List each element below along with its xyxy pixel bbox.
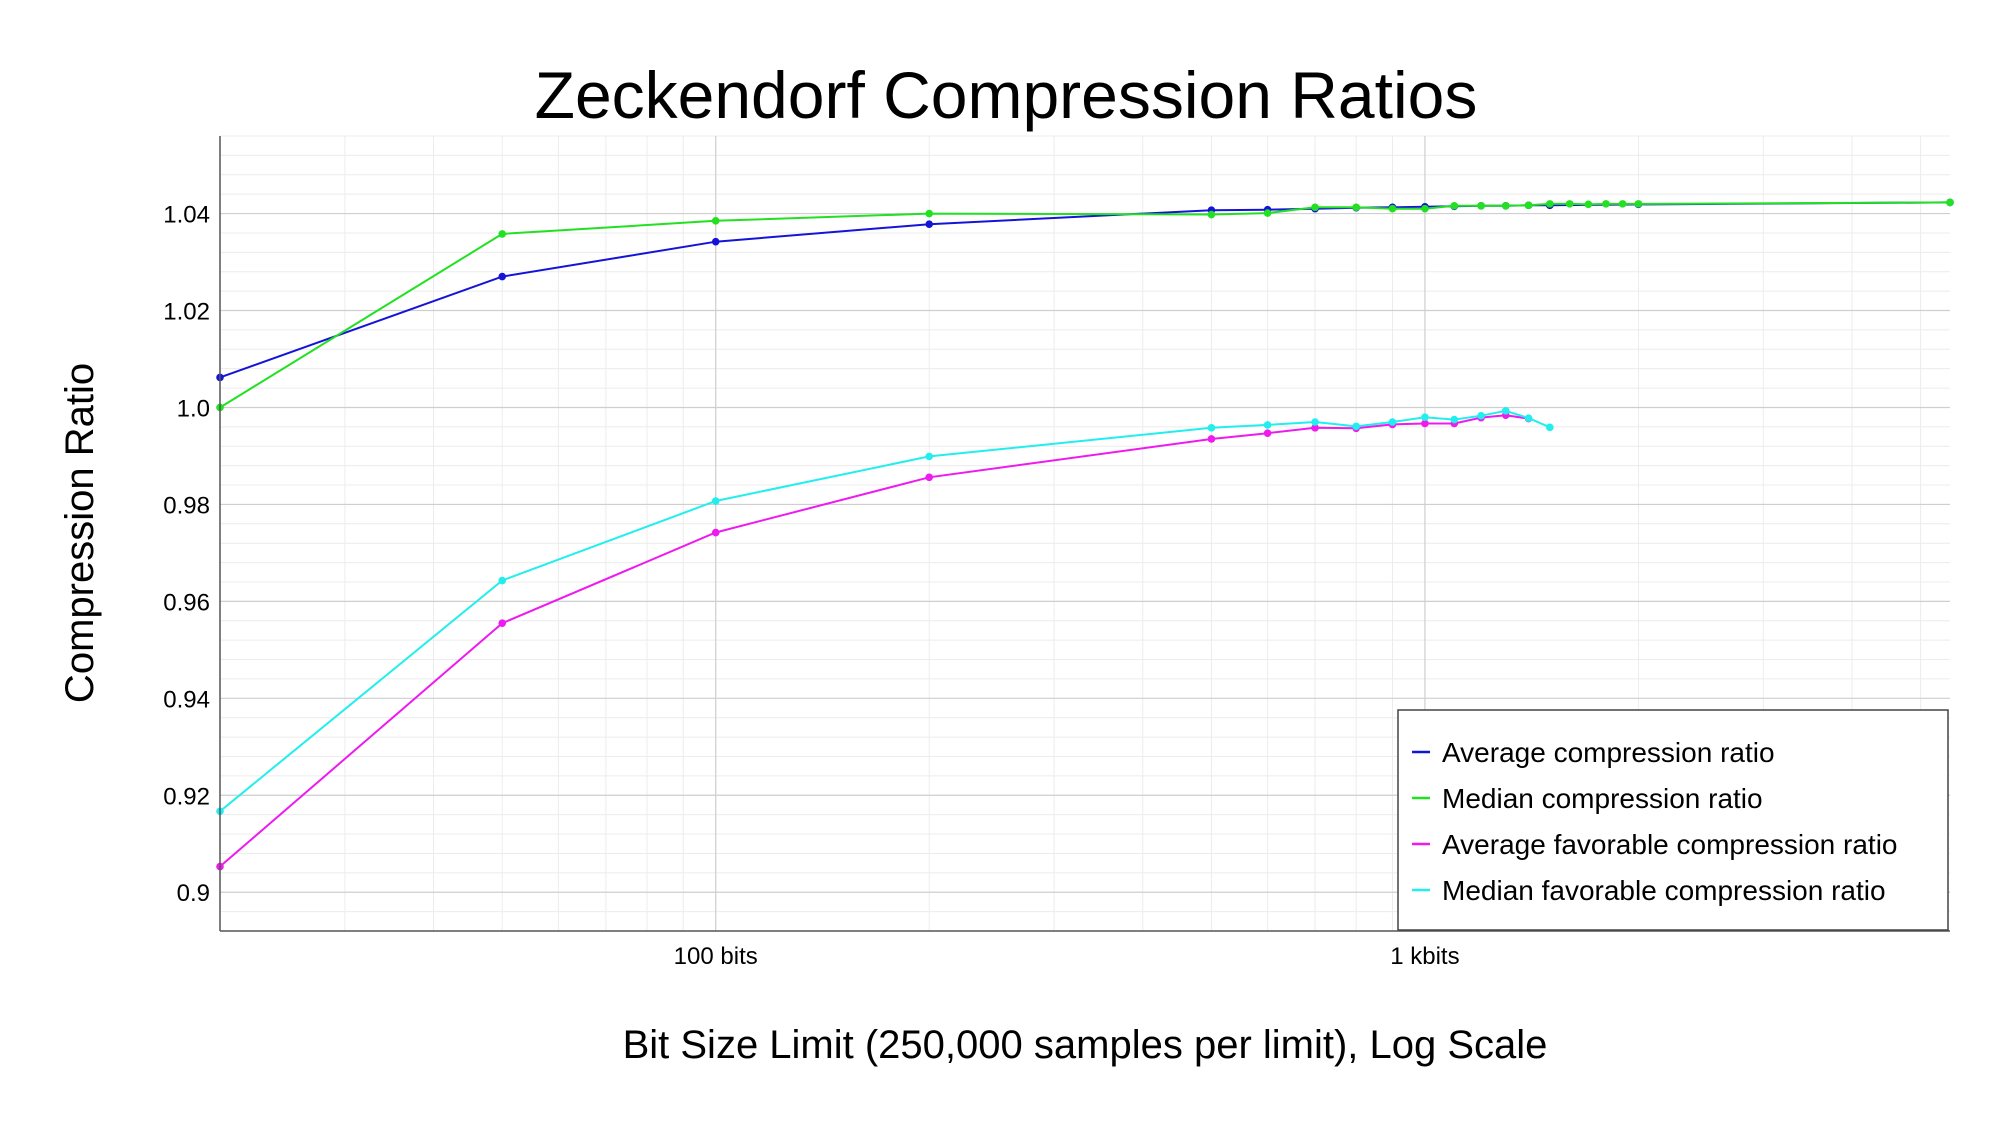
data-point — [1263, 209, 1272, 217]
data-point — [1450, 415, 1459, 424]
data-point — [1946, 198, 1954, 207]
data-point — [1388, 204, 1397, 213]
legend-box — [1397, 709, 1949, 931]
data-point — [1207, 424, 1216, 432]
data-point — [1565, 200, 1574, 208]
y-tick-label: 1.02 — [163, 299, 210, 326]
data-point — [1450, 202, 1459, 210]
y-tick-label: 0.96 — [163, 589, 210, 616]
data-point — [1501, 407, 1510, 415]
data-point — [1524, 414, 1533, 422]
plot-area — [216, 135, 1954, 932]
data-point — [498, 576, 507, 585]
data-point — [1207, 435, 1216, 443]
data-point — [1207, 210, 1216, 219]
series-line — [219, 414, 1529, 868]
data-point — [1388, 418, 1397, 426]
data-point — [1311, 424, 1319, 432]
data-point — [1546, 200, 1554, 208]
y-tick-label: 0.92 — [163, 783, 210, 810]
data-point — [711, 237, 720, 246]
y-tick-label: 0.98 — [163, 492, 210, 519]
data-point — [1634, 200, 1643, 208]
data-point — [498, 230, 507, 238]
data-point — [1618, 200, 1627, 208]
legend-item: Median favorable compression ratio — [1412, 875, 1886, 906]
y-tick-label: 0.94 — [163, 686, 210, 713]
data-point — [1311, 203, 1319, 212]
series-4 — [216, 407, 1554, 816]
data-point — [925, 452, 934, 461]
legend-label: Median compression ratio — [1442, 783, 1763, 814]
y-tick-labels: 0.9 0.92 0.94 0.96 0.98 1.0 1.02 1.04 — [163, 202, 210, 908]
data-point — [1524, 201, 1533, 210]
legend-item: Average compression ratio — [1412, 737, 1775, 768]
legend-label: Average compression ratio — [1442, 737, 1775, 768]
data-point — [1477, 202, 1485, 210]
data-point — [711, 497, 720, 505]
data-point — [1546, 423, 1554, 432]
data-point — [1421, 419, 1429, 428]
data-point — [1602, 200, 1610, 208]
data-point — [1263, 421, 1272, 429]
data-point — [1501, 202, 1510, 210]
data-point — [711, 217, 720, 225]
x-axis-label: Bit Size Limit (250,000 samples per limi… — [623, 1023, 1548, 1067]
legend-item: Average favorable compression ratio — [1412, 829, 1898, 860]
legend-item: Median compression ratio — [1412, 783, 1763, 814]
data-point — [498, 272, 507, 281]
data-point — [1421, 204, 1429, 213]
x-tick-label: 100 bits — [674, 943, 758, 970]
data-point — [498, 619, 507, 627]
y-tick-label: 1.04 — [163, 202, 210, 229]
data-point — [1263, 429, 1272, 437]
data-point — [1311, 418, 1319, 426]
y-tick-label: 1.0 — [177, 395, 210, 422]
data-point — [925, 473, 934, 482]
data-point — [925, 220, 934, 229]
y-tick-label: 0.9 — [177, 880, 210, 907]
data-point — [925, 209, 934, 218]
data-point — [1352, 422, 1360, 431]
data-point — [1477, 411, 1485, 420]
x-tick-labels: 100 bits 1 kbits — [674, 943, 1460, 970]
series-layer — [216, 198, 1954, 871]
data-point — [1584, 200, 1593, 209]
data-point — [1421, 413, 1429, 421]
legend: Average compression ratio Median compress… — [1397, 709, 1949, 931]
data-point — [1352, 203, 1360, 212]
legend-label: Median favorable compression ratio — [1442, 875, 1886, 906]
series-2 — [216, 198, 1954, 412]
chart-title: Zeckendorf Compression Ratios — [535, 58, 1478, 132]
x-tick-label: 1 kbits — [1390, 943, 1459, 970]
y-axis-label: Compression Ratio — [58, 363, 102, 703]
legend-label: Average favorable compression ratio — [1442, 829, 1898, 860]
data-point — [711, 528, 720, 537]
